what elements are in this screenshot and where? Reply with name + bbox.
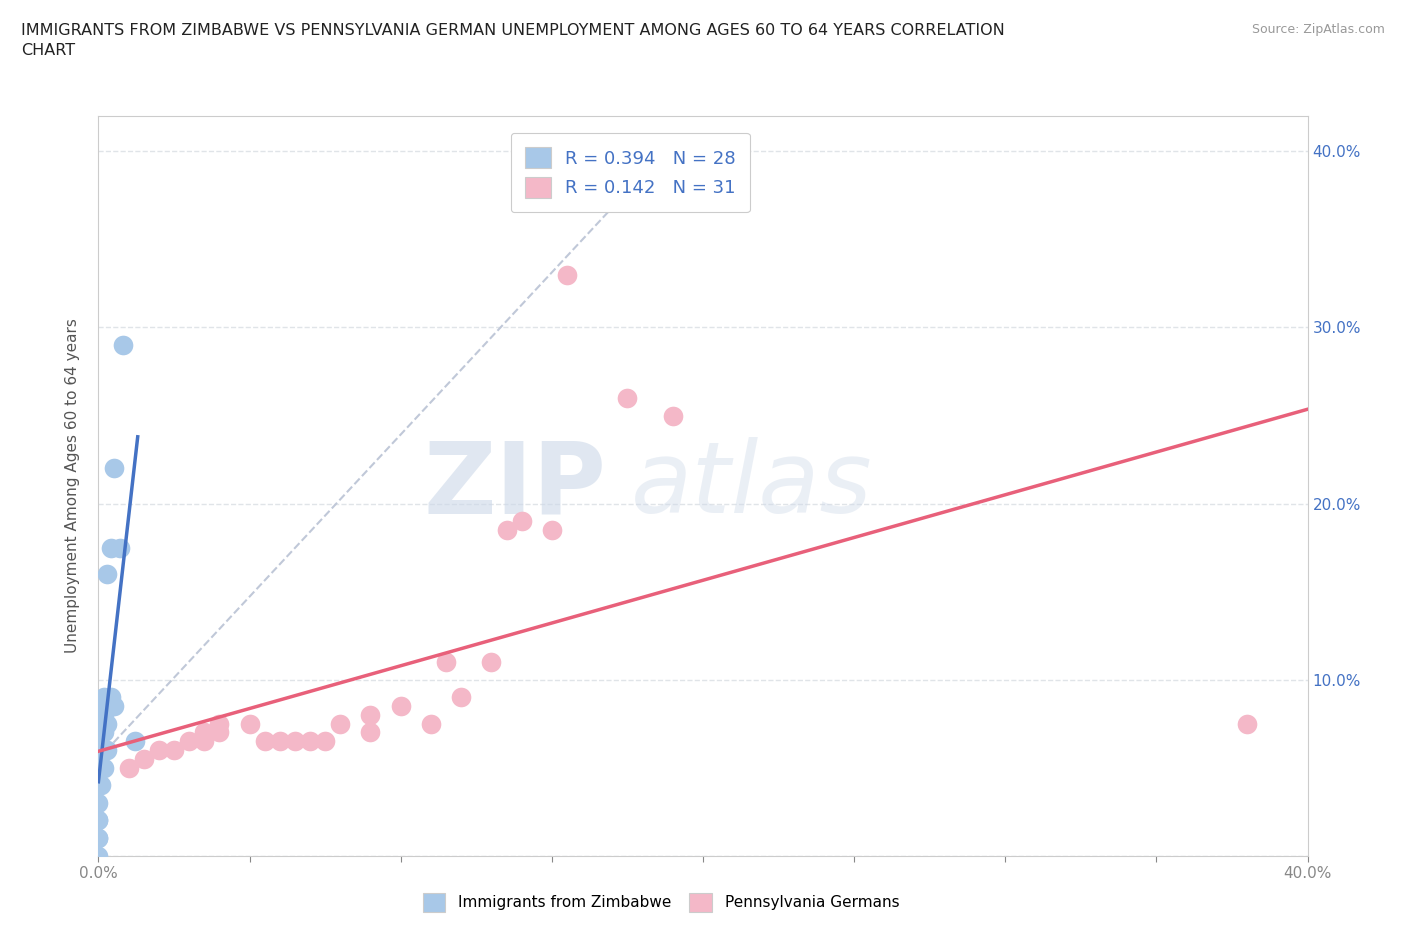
Point (434, 655, 457, 670)
Point (100, 540, 122, 555)
Point (90, 725, 112, 740)
Point (193, 734, 215, 749)
Text: ZIP: ZIP (423, 437, 606, 535)
Point (299, 734, 322, 749)
Point (108, 540, 131, 555)
Point (93, 725, 115, 740)
Point (239, 716, 262, 731)
Legend: Immigrants from Zimbabwe, Pennsylvania Germans: Immigrants from Zimbabwe, Pennsylvania G… (416, 887, 905, 918)
Point (93, 760, 115, 775)
Point (93, 690, 115, 705)
Point (179, 734, 201, 749)
Point (100, 690, 122, 705)
Point (87, 830, 110, 845)
Point (661, 408, 683, 423)
Point (269, 734, 291, 749)
Point (87, 848, 110, 863)
Text: atlas: atlas (630, 437, 872, 535)
Point (329, 716, 352, 731)
Point (90, 760, 112, 775)
Point (555, 267, 578, 282)
Point (163, 742, 186, 757)
Point (96, 698, 118, 713)
Point (284, 734, 307, 749)
Point (193, 725, 215, 740)
Point (148, 742, 170, 757)
Text: IMMIGRANTS FROM ZIMBABWE VS PENNSYLVANIA GERMAN UNEMPLOYMENT AMONG AGES 60 TO 64: IMMIGRANTS FROM ZIMBABWE VS PENNSYLVANIA… (21, 23, 1005, 58)
Point (96, 566, 118, 581)
Point (87, 795, 110, 810)
Point (540, 523, 562, 538)
Point (96, 742, 118, 757)
Point (360, 708, 382, 723)
Point (111, 338, 134, 352)
Point (87, 813, 110, 828)
Point (87, 813, 110, 828)
Point (132, 751, 155, 766)
Point (389, 698, 412, 713)
Point (103, 698, 125, 713)
Point (124, 734, 146, 749)
Legend: R = 0.394   N = 28, R = 0.142   N = 31: R = 0.394 N = 28, R = 0.142 N = 31 (510, 133, 749, 212)
Point (96, 716, 118, 731)
Point (208, 725, 231, 740)
Point (93, 708, 115, 723)
Text: Source: ZipAtlas.com: Source: ZipAtlas.com (1251, 23, 1385, 36)
Point (420, 716, 443, 731)
Point (495, 523, 517, 538)
Point (90, 777, 112, 792)
Point (90, 708, 112, 723)
Point (314, 734, 336, 749)
Point (616, 391, 638, 405)
Point (450, 690, 472, 705)
Point (1236, 716, 1258, 731)
Point (118, 760, 141, 775)
Y-axis label: Unemployment Among Ages 60 to 64 years: Unemployment Among Ages 60 to 64 years (65, 318, 80, 654)
Point (87, 760, 110, 775)
Point (481, 655, 503, 670)
Point (208, 716, 231, 731)
Point (510, 513, 533, 528)
Point (87, 830, 110, 845)
Point (93, 742, 115, 757)
Point (360, 725, 382, 740)
Point (90, 742, 112, 757)
Point (87, 777, 110, 792)
Point (253, 734, 276, 749)
Point (103, 461, 125, 476)
